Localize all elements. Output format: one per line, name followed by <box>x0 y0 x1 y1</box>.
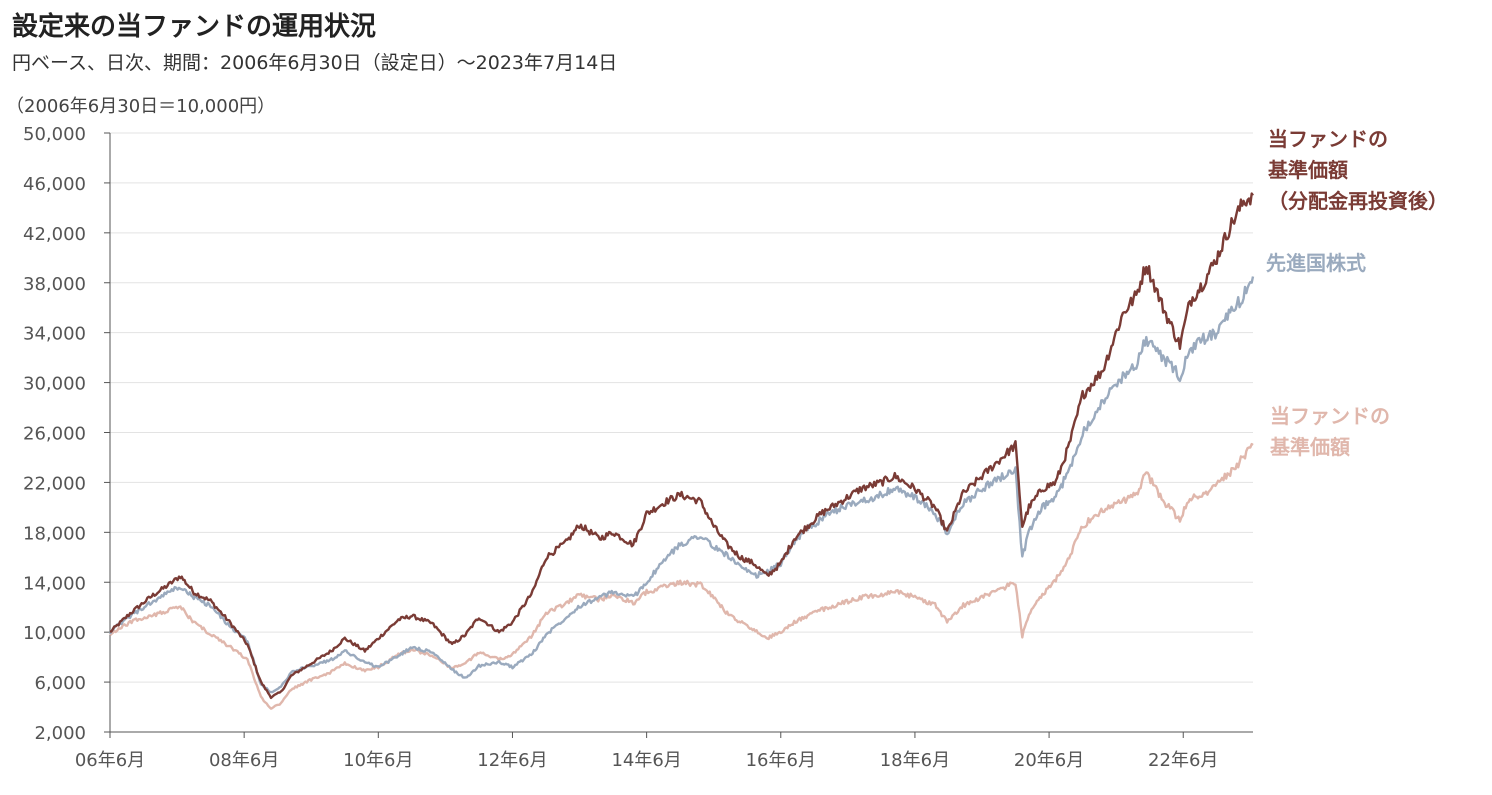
x-tick-label: 22年6月 <box>1148 750 1218 771</box>
legend-benchmark: 先進国株式 <box>1266 248 1366 279</box>
y-tick-label: 34,000 <box>23 324 86 345</box>
y-tick-label: 18,000 <box>23 523 86 544</box>
y-tick-label: 46,000 <box>23 174 86 195</box>
grid-lines <box>110 132 1253 683</box>
x-axis: 06年6月 08年6月 10年6月 12年6月 14年6月 16年6月 18年6月 20年6月… <box>75 731 1253 771</box>
legend-fund-reinvested-line-3: （分配金再投資後） <box>1268 189 1448 213</box>
series-lines <box>108 192 1255 710</box>
chart-subtitle: 円ベース、日次、期間：2006年6月30日（設定日）～2023年7月14日 <box>12 52 618 74</box>
y-tick-label: 30,000 <box>23 374 86 395</box>
legend-fund-reinvested-line-1: 当ファンドの <box>1268 127 1388 151</box>
y-tick-label: 50,000 <box>23 124 86 145</box>
legend-fund-reinvested-line-2: 基準価額 <box>1268 158 1348 182</box>
y-tick-label: 22,000 <box>23 473 86 494</box>
x-tick-label: 10年6月 <box>343 750 413 771</box>
y-tick-label: 14,000 <box>23 573 86 594</box>
x-tick-label: 16年6月 <box>746 750 816 771</box>
y-tick-label: 26,000 <box>23 424 86 445</box>
x-tick-label: 18年6月 <box>880 750 950 771</box>
series-line-2 <box>109 442 1254 710</box>
y-tick-label: 10,000 <box>23 623 86 644</box>
x-tick-label: 20年6月 <box>1014 750 1084 771</box>
y-axis: 2,000 6,000 10,000 14,000 18,000 22,000 26,000… <box>23 124 111 744</box>
chart-title: 設定来の当ファンドの運用状況 <box>12 12 377 42</box>
legend-fund-reinvested: 当ファンドの 基準価額 （分配金再投資後） <box>1268 124 1448 217</box>
x-tick-label: 12年6月 <box>477 750 547 771</box>
y-tick-label: 42,000 <box>23 224 86 245</box>
y-tick-label: 2,000 <box>34 723 86 744</box>
series-line-1 <box>108 276 1255 694</box>
x-tick-label: 08年6月 <box>209 750 279 771</box>
legend-fund-nav: 当ファンドの 基準価額 <box>1270 401 1390 463</box>
x-tick-label: 14年6月 <box>611 750 681 771</box>
y-tick-label: 38,000 <box>23 274 86 295</box>
x-tick-label: 06年6月 <box>75 750 145 771</box>
unit-note: （2006年6月30日＝10,000円） <box>6 96 276 117</box>
legend-benchmark-line-1: 先進国株式 <box>1266 251 1366 275</box>
legend-fund-nav-line-2: 基準価額 <box>1270 435 1350 459</box>
legend-fund-nav-line-1: 当ファンドの <box>1270 404 1390 428</box>
series-line-0 <box>109 192 1254 700</box>
y-tick-label: 6,000 <box>34 673 86 694</box>
